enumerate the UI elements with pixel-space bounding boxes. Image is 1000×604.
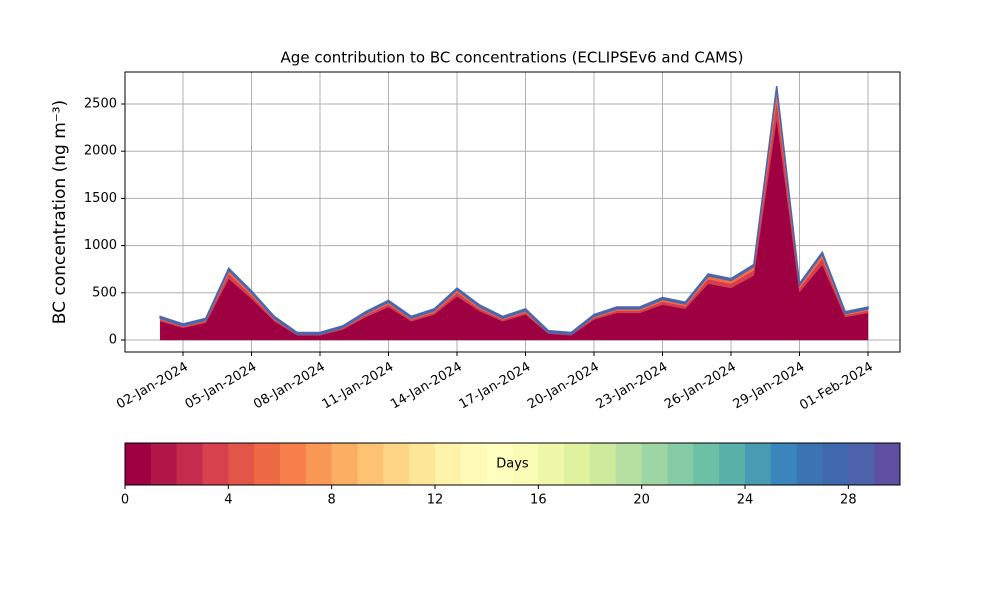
colorbar-swatch	[796, 443, 823, 485]
colorbar-tick-label: 4	[224, 493, 232, 508]
colorbar-swatch	[848, 443, 875, 485]
colorbar-swatch	[667, 443, 694, 485]
colorbar-swatch	[150, 443, 178, 485]
colorbar-swatch	[305, 443, 333, 485]
colorbar-swatch	[822, 443, 849, 485]
x-tick-label: 14-Jan-2024	[388, 360, 465, 413]
colorbar-swatch	[228, 443, 255, 485]
x-tick-label: 17-Jan-2024	[457, 360, 534, 413]
y-tick-label: 1000	[84, 238, 117, 253]
x-tick-label: 11-Jan-2024	[320, 360, 397, 413]
colorbar-tick-label: 16	[530, 493, 547, 508]
x-tick-label: 29-Jan-2024	[731, 360, 808, 413]
colorbar-tick-label: 24	[737, 493, 754, 508]
colorbar-swatch	[719, 443, 746, 485]
colorbar-swatch	[202, 443, 229, 485]
x-tick-label: 23-Jan-2024	[594, 360, 671, 413]
colorbar-tick-label: 12	[427, 493, 444, 508]
colorbar-tick-label: 0	[121, 493, 129, 508]
x-tick-label: 20-Jan-2024	[525, 360, 602, 413]
y-tick-label: 1500	[84, 191, 117, 206]
colorbar-swatch	[176, 443, 203, 485]
chart-title: Age contribution to BC concentrations (E…	[281, 49, 744, 67]
colorbar-swatch	[409, 443, 436, 485]
colorbar-frame	[124, 442, 901, 486]
colorbar-swatch	[564, 443, 591, 485]
colorbar-swatch	[486, 443, 513, 485]
colorbar-swatch	[590, 443, 617, 485]
colorbar-swatch	[460, 443, 488, 485]
y-tick-label: 2000	[84, 144, 117, 159]
colorbar-tick-label: 20	[633, 493, 650, 508]
x-tick-label: 26-Jan-2024	[662, 360, 739, 413]
colorbar-swatch	[254, 443, 281, 485]
y-axis-label: BC concentration (ng m⁻³)	[50, 100, 70, 324]
colorbar-tick-label: 28	[840, 493, 857, 508]
x-tick-label: 05-Jan-2024	[183, 360, 260, 413]
plot-frame	[124, 71, 901, 353]
x-tick-label: 02-Jan-2024	[114, 360, 191, 413]
area	[159, 86, 869, 336]
colorbar-swatch	[641, 443, 668, 485]
colorbar-label: Days	[496, 457, 529, 472]
y-tick-label: 2500	[84, 97, 117, 112]
x-tick-label: 08-Jan-2024	[251, 360, 328, 413]
colorbar-swatch	[615, 443, 643, 485]
colorbar-tick-label: 8	[328, 493, 336, 508]
colorbar-swatch	[538, 443, 565, 485]
colorbar-swatch	[435, 443, 462, 485]
colorbar-swatch	[693, 443, 720, 485]
colorbar-swatch	[383, 443, 410, 485]
colorbar-swatch	[280, 443, 307, 485]
colorbar-swatch	[357, 443, 384, 485]
colorbar-swatch	[512, 443, 539, 485]
colorbar-swatch	[874, 443, 901, 485]
colorbar-swatch	[125, 443, 152, 485]
colorbar-swatch	[745, 443, 772, 485]
y-tick-label: 500	[92, 285, 117, 300]
colorbar-swatch	[770, 443, 798, 485]
x-tick-label: 01-Feb-2024	[797, 360, 876, 414]
y-tick-label: 0	[109, 333, 117, 348]
colorbar-swatch	[331, 443, 358, 485]
